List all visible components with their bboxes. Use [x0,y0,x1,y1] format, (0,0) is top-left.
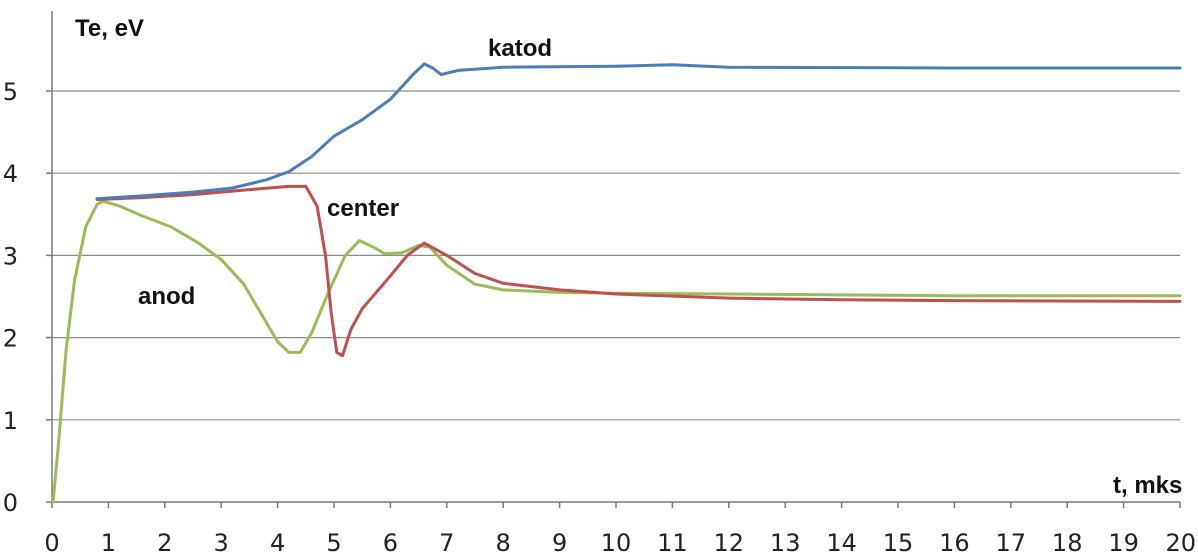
series-line-katod [95,62,1182,201]
x-tick-label: 2 [157,529,172,556]
series-line-anod [51,199,1182,504]
y-tick-label: 2 [3,325,18,353]
y-tick-label: 5 [3,78,18,106]
series-label-anod: anod [138,283,195,310]
x-tick-label: 12 [714,529,745,556]
y-tick-label: 3 [3,242,18,270]
x-tick-label: 20 [1165,529,1196,556]
x-tick-label: 9 [552,529,567,556]
x-tick-label: 15 [883,529,914,556]
axes [46,11,1181,508]
series-label-katod: katod [488,35,552,62]
x-tick-label: 17 [996,529,1027,556]
y-tick-label: 0 [3,489,18,517]
x-tick-label: 13 [770,529,801,556]
x-tick-label: 5 [326,529,341,556]
x-tick-label: 19 [1108,529,1139,556]
x-tick-label: 4 [270,529,285,556]
x-tick-label: 8 [496,529,511,556]
x-tick-label: 6 [383,529,398,556]
y-tick-label: 1 [3,407,18,435]
grid-lines [52,90,1180,421]
x-axis-title: t, mks [1113,472,1182,499]
x-tick-label: 7 [439,529,454,556]
x-tick-label: 3 [214,529,229,556]
series-group [51,62,1182,504]
series-line-center [95,184,1182,358]
x-tick-label: 10 [601,529,632,556]
y-tick-label: 4 [3,160,18,188]
x-tick-label: 16 [939,529,970,556]
x-tick-label: 11 [657,529,688,556]
x-tick-label: 18 [1052,529,1083,556]
x-tick-label: 1 [101,529,116,556]
series-label-center: center [327,195,399,222]
x-tick-label: 14 [826,529,857,556]
y-axis-title: Te, eV [75,15,144,42]
x-tick-label: 0 [44,529,59,556]
